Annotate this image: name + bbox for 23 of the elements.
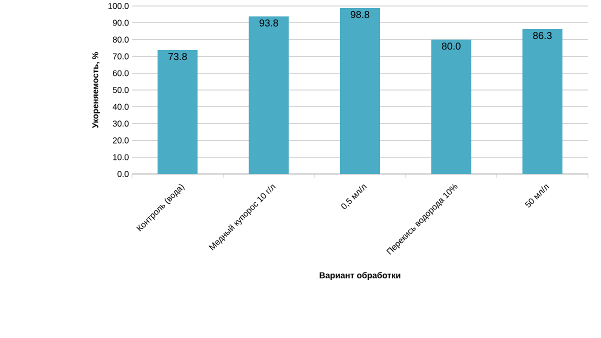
bar [248,16,289,174]
y-tick-label: 60.0 [112,70,129,76]
data-label: 98.8 [350,11,370,18]
y-tick-label: 70.0 [112,53,129,60]
data-label: 73.8 [168,53,187,60]
bar [522,29,562,174]
y-tick-label: 90.0 [112,20,129,26]
y-tick-label: 100.0 [108,3,129,9]
y-tick-label: 30.0 [112,120,129,127]
data-label: 86.3 [533,32,552,40]
bar [158,50,198,174]
data-label: 93.8 [260,19,278,26]
bar [431,40,472,174]
data-label: 80.0 [442,42,461,50]
x-axis-title: Вариант обработки [320,272,400,280]
y-tick-label: 50.0 [112,87,129,93]
y-axis-title: Укореняемость, % [92,52,100,128]
bar [340,8,380,174]
y-tick-label: 40.0 [112,104,129,110]
y-tick-label: 0.0 [118,171,129,177]
y-tick-label: 80.0 [112,36,129,43]
y-tick-label: 10.0 [113,154,129,160]
y-tick-label: 20.0 [112,137,129,144]
